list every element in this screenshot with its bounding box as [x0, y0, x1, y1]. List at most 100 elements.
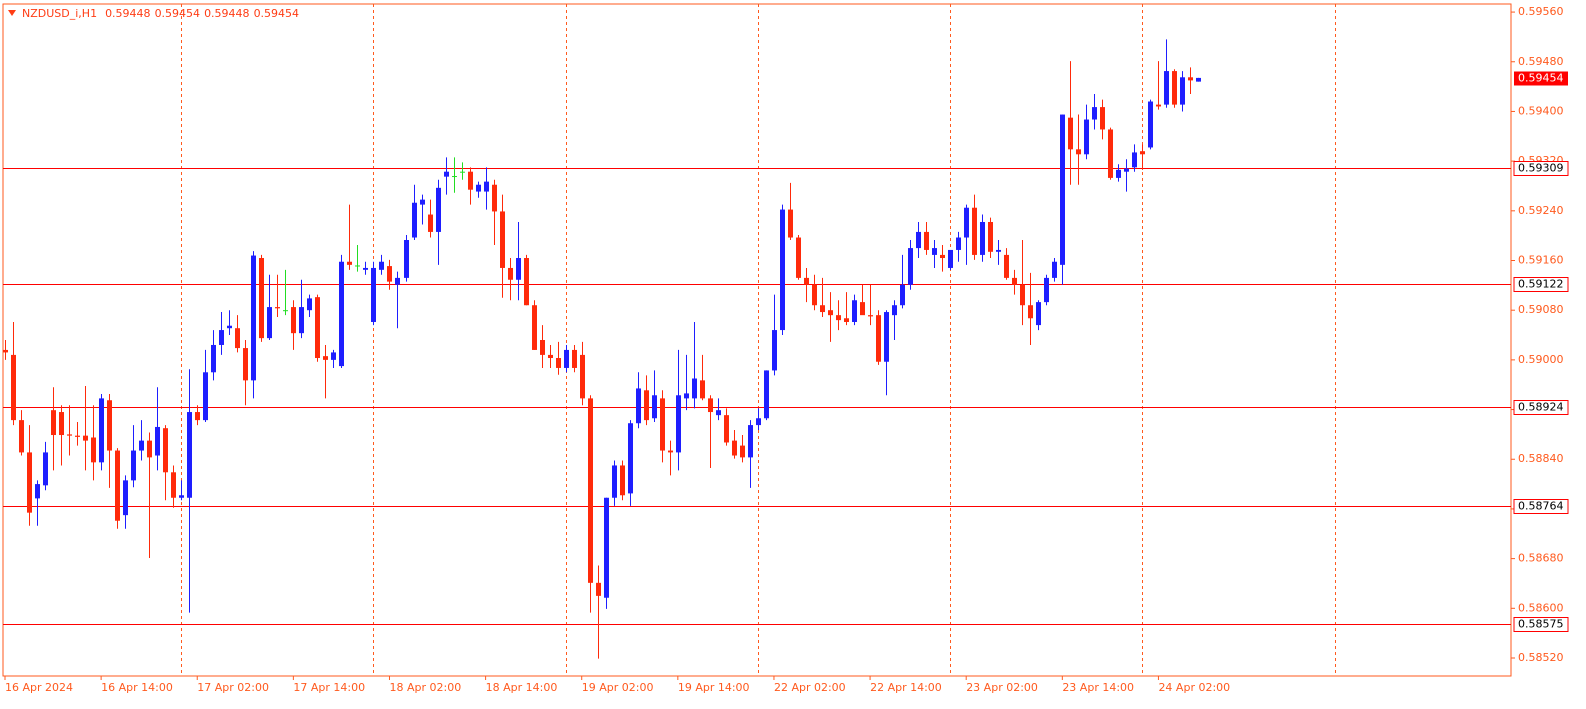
candle-body: [1060, 114, 1065, 265]
x-tick-label: 17 Apr 02:00: [197, 681, 269, 694]
candle-body: [524, 258, 529, 306]
candle-body: [243, 348, 248, 381]
ohlc-value: 0.59454: [254, 7, 300, 20]
ohlc-value: 0.59454: [155, 7, 201, 20]
candle-body: [420, 199, 425, 205]
candle-body: [788, 209, 793, 238]
candle-body: [596, 582, 601, 596]
candle-body: [692, 378, 697, 399]
candle-body: [307, 298, 312, 311]
y-tick-label: 0.59480: [1518, 55, 1564, 68]
plot-frame: [2, 3, 1512, 677]
candle-body: [75, 435, 80, 437]
candle-body: [700, 380, 705, 399]
x-tick-label: 23 Apr 14:00: [1062, 681, 1134, 694]
candle-body: [452, 176, 457, 178]
candle-body: [932, 248, 937, 255]
candle-body: [556, 358, 561, 368]
candle-body: [1020, 284, 1025, 306]
candle-body: [171, 472, 176, 498]
candle-body: [315, 297, 320, 359]
candle-body: [732, 440, 737, 456]
x-tick-label: 16 Apr 14:00: [101, 681, 173, 694]
candle-body: [412, 202, 417, 238]
x-tick-label: 19 Apr 14:00: [678, 681, 750, 694]
candle-body: [363, 267, 368, 270]
level-box: [1513, 161, 1569, 176]
candle-body: [99, 398, 104, 463]
candle-body: [19, 420, 24, 453]
candle-body: [35, 484, 40, 499]
candle-body: [59, 412, 64, 436]
candle-body: [371, 267, 376, 322]
candle-body: [219, 330, 224, 345]
candle-body: [468, 171, 473, 190]
candle-body: [1188, 77, 1193, 81]
candle-body: [339, 261, 344, 367]
candle-body: [604, 497, 609, 598]
y-tick-label: 0.59240: [1518, 204, 1564, 217]
candle-body: [3, 349, 8, 353]
candle-body: [516, 258, 521, 280]
candle-body: [1052, 261, 1057, 278]
candle-body: [1076, 149, 1081, 155]
title-marker: [8, 10, 16, 16]
candle-body: [588, 398, 593, 583]
candle-body: [564, 349, 569, 368]
candle-body: [428, 214, 433, 232]
candle-body: [83, 435, 88, 441]
x-tick-label: 19 Apr 02:00: [582, 681, 654, 694]
candle-body: [500, 211, 505, 268]
candle-body: [323, 356, 328, 360]
candle-body: [163, 428, 168, 473]
candle-body: [876, 315, 881, 362]
x-tick-label: 16 Apr 2024: [5, 681, 73, 694]
candle-body: [852, 300, 857, 322]
candle-body: [892, 305, 897, 316]
price-label: 0.59454: [1518, 72, 1564, 85]
candle-body: [283, 310, 288, 312]
candle-body: [1124, 168, 1129, 172]
candle-body: [331, 352, 336, 360]
candle-body: [379, 261, 384, 270]
candle-body: [804, 277, 809, 285]
level-box: [1513, 277, 1569, 292]
candle-body: [508, 267, 513, 280]
candle-body: [1132, 152, 1137, 168]
x-tick-label: 18 Apr 02:00: [389, 681, 461, 694]
candle-body: [11, 354, 16, 421]
candle-body: [756, 418, 761, 426]
candle-body: [275, 307, 280, 309]
separators: [181, 4, 1336, 676]
candle-body: [123, 480, 128, 516]
candle-body: [828, 310, 833, 316]
candle-body: [572, 349, 577, 368]
candle-body: [187, 412, 192, 498]
y-tick-label: 0.58840: [1518, 452, 1564, 465]
candle-body: [179, 495, 184, 498]
level-labels: 0.59309 0.59122 0.58924 0.58764 0.58575 0.594…: [1513, 71, 1569, 632]
ohlc-value: 0.59448: [105, 7, 151, 20]
candle-body: [1028, 305, 1033, 319]
candle-body: [51, 410, 56, 436]
candle-body: [972, 207, 977, 255]
y-tick-label: 0.59080: [1518, 303, 1564, 316]
candle-body: [980, 221, 985, 255]
candle-body: [812, 284, 817, 306]
x-tick-label: 22 Apr 14:00: [870, 681, 942, 694]
x-tick-label: 17 Apr 14:00: [293, 681, 365, 694]
level-box: [1513, 499, 1569, 514]
candle-body: [668, 450, 673, 453]
candle-body: [644, 390, 649, 421]
candle-body: [660, 398, 665, 451]
candle-body: [267, 307, 272, 339]
candle-body: [67, 434, 72, 436]
candle-body: [291, 307, 296, 334]
candle-body: [652, 395, 657, 419]
candle-body: [1012, 277, 1017, 285]
level-label: 0.58764: [1518, 500, 1564, 513]
candle-body: [395, 277, 400, 285]
candle-body: [1044, 277, 1049, 303]
price-box: [1514, 71, 1568, 86]
candle-body: [1164, 71, 1169, 105]
